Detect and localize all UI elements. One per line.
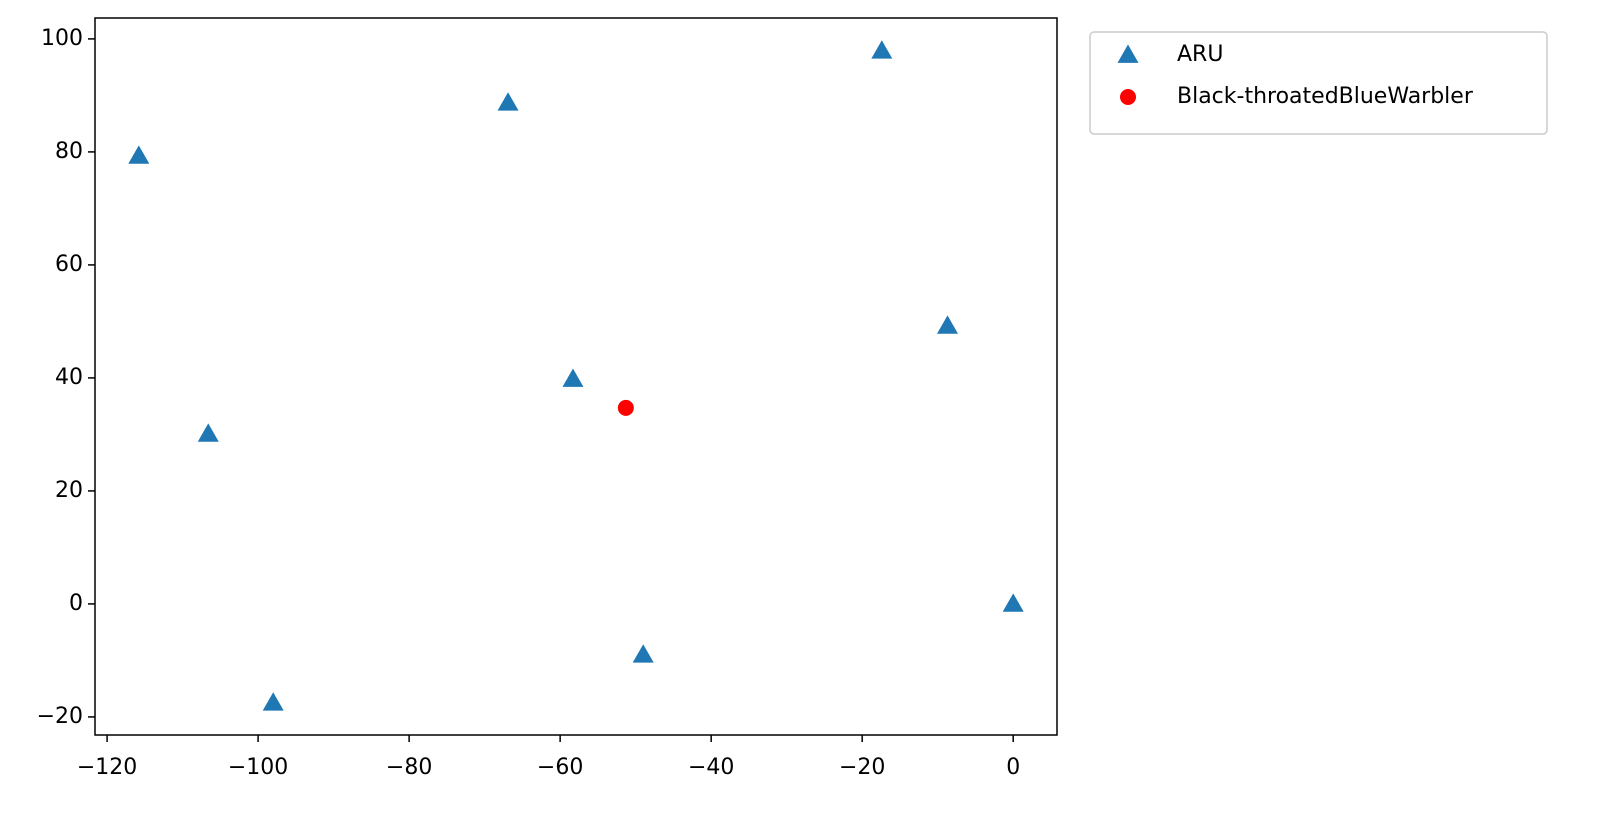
legend-label: Black-throatedBlueWarbler	[1177, 84, 1474, 109]
x-tick-label: −60	[537, 755, 583, 780]
plot-frame	[94, 17, 1058, 736]
x-tick-label: −80	[386, 755, 432, 780]
x-tick-label: −120	[77, 755, 137, 780]
point	[937, 315, 959, 334]
point	[128, 145, 150, 164]
y-tick-label: 80	[55, 139, 83, 164]
legend-label: ARU	[1177, 42, 1223, 67]
point	[617, 399, 634, 416]
x-tick-label: −40	[688, 755, 734, 780]
y-tick-label: 100	[41, 26, 83, 51]
legend-marker	[1120, 89, 1136, 105]
point	[562, 368, 584, 387]
point	[197, 423, 219, 442]
point	[497, 92, 519, 111]
x-tick-label: 0	[1006, 755, 1020, 780]
y-tick-label: 0	[69, 591, 83, 616]
y-tick-label: 20	[55, 478, 83, 503]
point	[632, 644, 654, 663]
y-tick-label: 40	[55, 365, 83, 390]
legend-marker	[1117, 44, 1139, 63]
y-tick-label: −20	[37, 704, 83, 729]
point	[262, 692, 284, 711]
x-tick-label: −20	[839, 755, 885, 780]
point	[1002, 593, 1024, 612]
point	[871, 40, 893, 59]
legend-box	[1089, 31, 1548, 135]
y-tick-label: 60	[55, 252, 83, 277]
x-tick-label: −100	[228, 755, 288, 780]
